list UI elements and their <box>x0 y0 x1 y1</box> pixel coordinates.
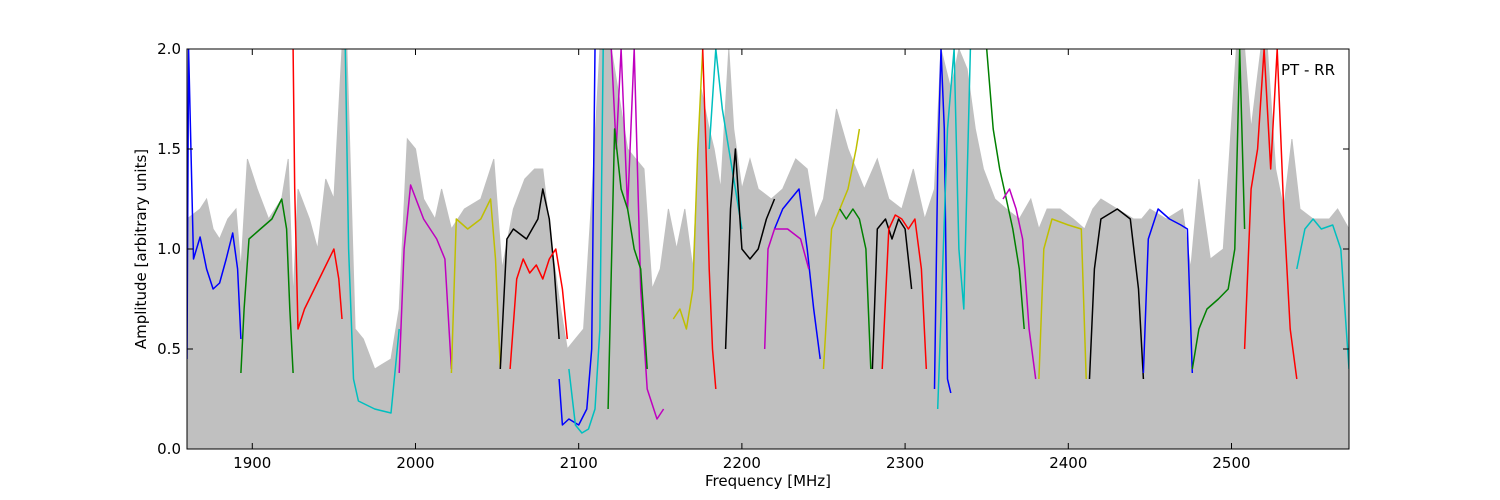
y-axis-title: Amplitude [arbitrary units] <box>132 149 150 349</box>
y-tick-label: 2.0 <box>157 40 181 58</box>
x-tick-label: 2100 <box>560 454 598 472</box>
series-line-28 <box>1088 208 1145 380</box>
series-line-10 <box>568 49 604 434</box>
series-line-4 <box>344 49 400 414</box>
annotation-label: PT - RR <box>1281 61 1335 79</box>
series-line-6 <box>450 198 502 374</box>
series-line-13 <box>672 49 704 330</box>
series-line-17 <box>773 188 821 360</box>
series-line-27 <box>1038 218 1087 380</box>
series-line-2 <box>240 198 294 374</box>
series-line-1 <box>187 49 242 360</box>
series-line-29 <box>1142 208 1194 374</box>
series-line-5 <box>398 184 453 374</box>
series-line-25 <box>985 49 1025 330</box>
x-axis: 1900 2000 2100 2200 2300 2400 2500 <box>233 49 1251 472</box>
series-line-9 <box>558 49 596 426</box>
series-line-30 <box>1191 49 1246 370</box>
series-line-31 <box>1243 49 1298 380</box>
x-tick-label: 2200 <box>723 454 761 472</box>
series-line-32 <box>1296 218 1349 370</box>
series-line-21 <box>871 218 913 370</box>
x-tick-label: 2300 <box>886 454 924 472</box>
series-line-26 <box>1002 188 1037 380</box>
y-tick-label: 1.0 <box>157 240 181 258</box>
y-tick-label: 0.5 <box>157 340 181 358</box>
series-line-23 <box>933 49 952 394</box>
series-line-18 <box>763 228 810 350</box>
series-line-19 <box>822 128 861 370</box>
x-tick-label: 2400 <box>1049 454 1087 472</box>
series-line-12 <box>607 128 648 410</box>
series-layer <box>187 49 1349 434</box>
series-line-16 <box>724 148 776 350</box>
series-line-24 <box>936 49 972 410</box>
x-tick-label: 1900 <box>233 454 271 472</box>
x-axis-title: Frequency [MHz] <box>705 472 831 490</box>
y-tick-label: 1.5 <box>157 140 181 158</box>
series-line-3 <box>292 49 343 330</box>
series-line-22 <box>881 214 928 370</box>
series-line-8 <box>509 248 569 370</box>
y-axis: 0.0 0.5 1.0 1.5 2.0 <box>157 40 1349 458</box>
series-line-11 <box>610 49 665 420</box>
x-tick-label: 2000 <box>396 454 434 472</box>
x-tick-label: 2500 <box>1212 454 1250 472</box>
series-line-15 <box>708 49 743 230</box>
series-line-20 <box>839 208 872 370</box>
series-line-7 <box>499 188 560 370</box>
series-line-14 <box>701 49 717 390</box>
y-tick-label: 0.0 <box>157 440 181 458</box>
